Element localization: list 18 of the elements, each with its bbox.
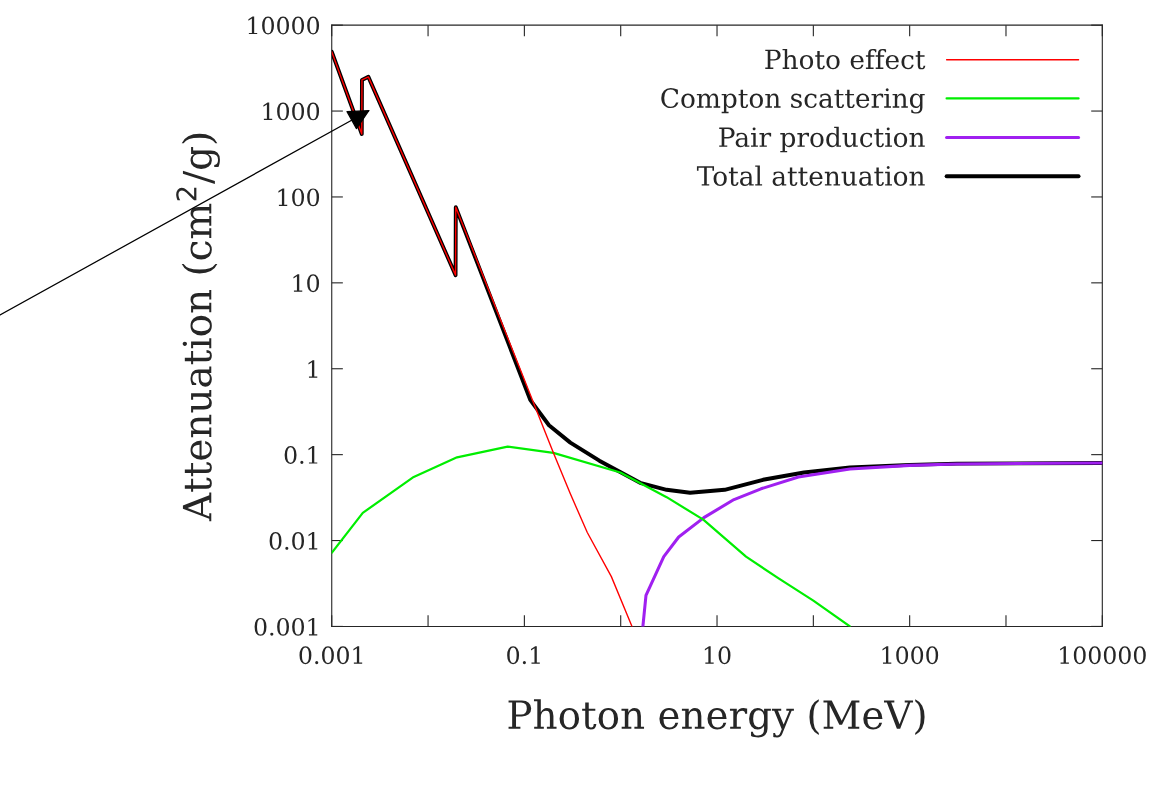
y-axis-title: Attenuation (cm$^{2}$/g): [176, 133, 220, 522]
legend-label: Photo effect: [765, 48, 926, 70]
y-tick-label: 1000: [263, 102, 320, 121]
y-tick-label: 100: [278, 188, 320, 207]
y-tick-label: 0.1: [284, 446, 318, 464]
y-tick-label: 0.001: [254, 617, 318, 636]
x-tick-label: 0.1: [507, 646, 540, 665]
legend-label: Total attenuation: [696, 165, 925, 186]
y-tick-label: 0.01: [269, 531, 318, 550]
x-tick-label: 10: [704, 646, 731, 665]
legend-label: Pair production: [719, 126, 925, 153]
y-tick-label: 10000: [248, 16, 320, 35]
x-tick-label: 1000: [882, 646, 939, 665]
legend-label: Compton scattering: [661, 88, 925, 114]
y-tick-label: 10: [293, 274, 320, 293]
x-tick-label: 100000: [1060, 646, 1146, 665]
x-axis-title: Photon energy (MeV): [508, 699, 925, 738]
y-tick-label: 1: [308, 360, 318, 378]
